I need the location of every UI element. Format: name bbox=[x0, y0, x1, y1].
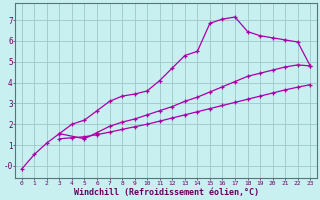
X-axis label: Windchill (Refroidissement éolien,°C): Windchill (Refroidissement éolien,°C) bbox=[74, 188, 259, 197]
